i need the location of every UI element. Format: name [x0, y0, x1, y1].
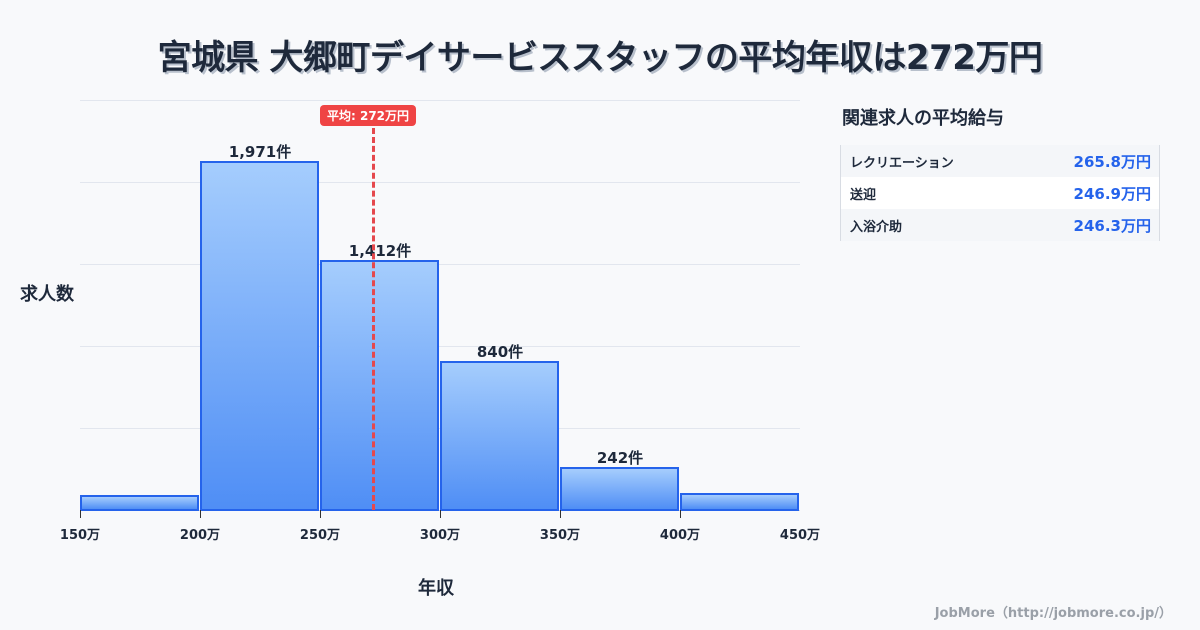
x-tick: [200, 510, 201, 518]
mean-line: [372, 128, 375, 510]
x-tick: [560, 510, 561, 518]
average-salary-value: 265.8万円: [1073, 152, 1151, 171]
bar-value-label: 242件: [596, 449, 644, 467]
y-axis-label: 求人数: [20, 284, 74, 305]
bar-350-400: [560, 467, 679, 511]
x-tick-label: 150万: [59, 528, 101, 543]
source-credit: JobMore（http://jobmore.co.jp/）: [934, 606, 1172, 621]
gridline: [80, 346, 800, 347]
gridline: [80, 100, 800, 101]
average-salary-value: 246.9万円: [1073, 184, 1151, 203]
page-title: 宮城県 大郷町デイサービススタッフの平均年収は272万円: [157, 38, 1043, 78]
x-tick-label: 300万: [419, 528, 461, 543]
average-salary-value: 246.3万円: [1073, 216, 1151, 235]
x-tick: [320, 510, 321, 518]
bar-200-250: [200, 161, 319, 511]
bar-400-450: [680, 493, 799, 511]
bar-250-300: [320, 260, 439, 511]
x-tick: [80, 510, 81, 518]
job-category-name: レクリエーション: [850, 155, 954, 171]
x-tick-label: 200万: [179, 528, 221, 543]
x-tick-label: 400万: [659, 528, 701, 543]
job-category-name: 入浴介助: [850, 219, 903, 235]
related-salary-row: レクリエーション 265.8万円: [841, 145, 1159, 177]
bar-value-label: 1,971件: [228, 143, 292, 161]
x-tick: [680, 510, 681, 518]
related-salary-table: レクリエーション 265.8万円 送迎 246.9万円 入浴介助 246.3万円: [840, 145, 1160, 241]
x-tick: [440, 510, 441, 518]
job-category-name: 送迎: [850, 187, 877, 203]
x-axis-label: 年収: [418, 578, 454, 599]
bar-300-350: [440, 361, 559, 511]
histogram-chart: 1,971件 1,412件 840件 242件 平均: 272万円 150万 2…: [20, 100, 821, 599]
x-tick-label: 350万: [539, 528, 581, 543]
gridline: [80, 264, 800, 265]
bar-value-label: 840件: [476, 343, 524, 361]
mean-badge: 平均: 272万円: [320, 105, 417, 126]
gridline: [80, 182, 800, 183]
related-salary-row: 送迎 246.9万円: [841, 177, 1159, 209]
bar-150-200: [80, 495, 199, 511]
x-tick-label: 250万: [299, 528, 341, 543]
bar-value-label: 1,412件: [348, 242, 412, 260]
x-tick-label: 450万: [779, 528, 821, 543]
related-salary-title: 関連求人の平均給与: [842, 108, 1004, 129]
related-salary-row: 入浴介助 246.3万円: [841, 209, 1159, 241]
